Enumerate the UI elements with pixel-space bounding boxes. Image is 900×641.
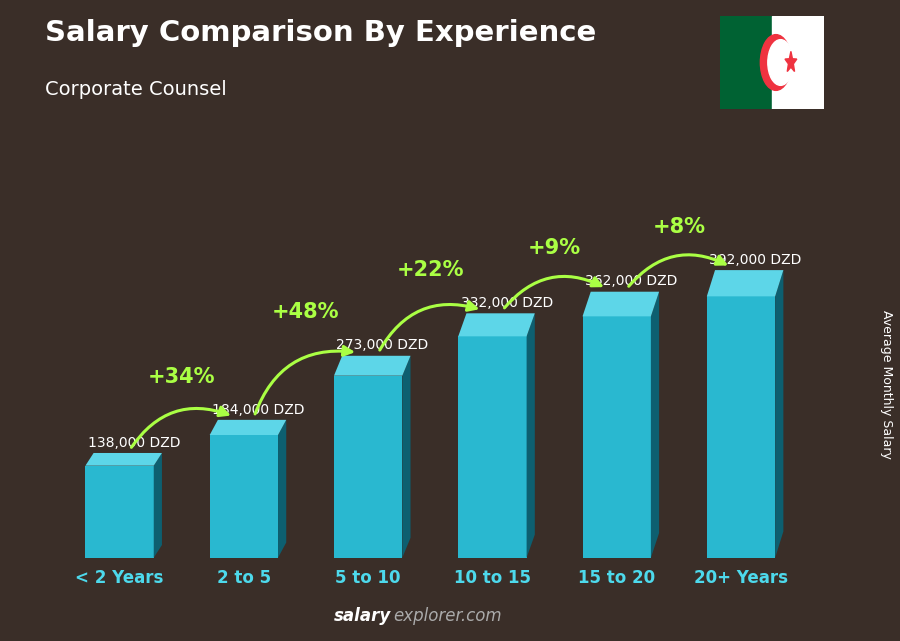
Polygon shape — [402, 356, 410, 558]
Text: +9%: +9% — [528, 238, 581, 258]
Text: 184,000 DZD: 184,000 DZD — [212, 403, 305, 417]
Text: Average Monthly Salary: Average Monthly Salary — [880, 310, 893, 459]
Polygon shape — [785, 51, 796, 72]
Text: 362,000 DZD: 362,000 DZD — [585, 274, 678, 288]
Polygon shape — [334, 376, 402, 558]
Polygon shape — [334, 356, 410, 376]
Polygon shape — [458, 313, 535, 337]
Circle shape — [768, 40, 793, 85]
Polygon shape — [526, 313, 535, 558]
Polygon shape — [210, 420, 286, 435]
Text: 138,000 DZD: 138,000 DZD — [88, 436, 180, 449]
Text: salary: salary — [334, 607, 392, 625]
Polygon shape — [86, 465, 154, 558]
Text: 332,000 DZD: 332,000 DZD — [461, 296, 553, 310]
Polygon shape — [775, 270, 783, 558]
Polygon shape — [278, 420, 286, 558]
Text: Corporate Counsel: Corporate Counsel — [45, 80, 227, 99]
Text: 273,000 DZD: 273,000 DZD — [337, 338, 428, 353]
Text: 392,000 DZD: 392,000 DZD — [709, 253, 802, 267]
Polygon shape — [651, 292, 659, 558]
Text: +8%: +8% — [652, 217, 706, 237]
Polygon shape — [154, 453, 162, 558]
Polygon shape — [458, 337, 526, 558]
Text: Salary Comparison By Experience: Salary Comparison By Experience — [45, 19, 596, 47]
Polygon shape — [210, 435, 278, 558]
Polygon shape — [706, 296, 775, 558]
Bar — [772, 16, 824, 109]
Polygon shape — [582, 317, 651, 558]
Circle shape — [760, 35, 791, 90]
Text: +48%: +48% — [272, 303, 340, 322]
Text: +22%: +22% — [397, 260, 464, 280]
Polygon shape — [706, 270, 783, 296]
Text: explorer.com: explorer.com — [393, 607, 502, 625]
Polygon shape — [582, 292, 659, 317]
Polygon shape — [86, 453, 162, 465]
Text: +34%: +34% — [148, 367, 215, 387]
Bar — [720, 16, 772, 109]
